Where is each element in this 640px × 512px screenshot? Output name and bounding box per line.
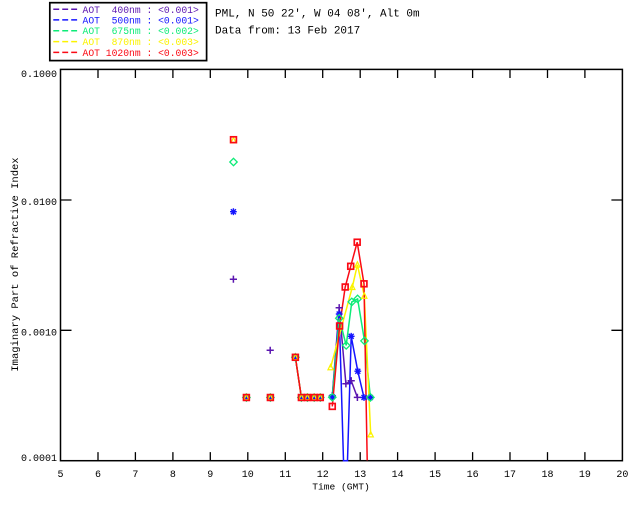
svg-text:6: 6 [95,470,101,481]
svg-text:15: 15 [429,470,441,481]
svg-text:0.0010: 0.0010 [21,329,57,340]
svg-text:AOT 870nm : <0.003>: AOT 870nm : <0.003> [83,37,199,48]
svg-text:0.1000: 0.1000 [21,70,57,81]
svg-text:19: 19 [579,470,591,481]
svg-text:AOT 675nm : <0.002>: AOT 675nm : <0.002> [83,26,199,37]
svg-text:18: 18 [541,470,553,481]
svg-text:0.0100: 0.0100 [21,198,57,209]
svg-text:AOT 500nm : <0.001>: AOT 500nm : <0.001> [83,15,199,26]
svg-text:9: 9 [207,470,213,481]
svg-text:0.0001: 0.0001 [21,454,57,465]
svg-text:Time (GMT): Time (GMT) [312,481,370,492]
svg-text:17: 17 [504,470,516,481]
svg-text:Data from: 13 Feb 2017: Data from: 13 Feb 2017 [215,25,360,37]
svg-text:PML, N 50 22', W 04 08', Alt 0: PML, N 50 22', W 04 08', Alt 0m [215,8,420,20]
svg-text:13: 13 [354,470,366,481]
svg-text:10: 10 [242,470,254,481]
svg-text:16: 16 [467,470,479,481]
svg-text:11: 11 [279,470,291,481]
svg-text:AOT 1020nm : <0.003>: AOT 1020nm : <0.003> [83,48,199,59]
svg-text:12: 12 [317,470,329,481]
svg-text:AOT 400nm : <0.001>: AOT 400nm : <0.001> [83,5,199,16]
svg-text:5: 5 [57,470,63,481]
svg-text:Imaginary Part of Refractive I: Imaginary Part of Refractive Index [10,157,22,371]
svg-text:20: 20 [616,470,628,481]
svg-text:14: 14 [392,470,404,481]
svg-text:7: 7 [132,470,138,481]
svg-text:8: 8 [170,470,176,481]
